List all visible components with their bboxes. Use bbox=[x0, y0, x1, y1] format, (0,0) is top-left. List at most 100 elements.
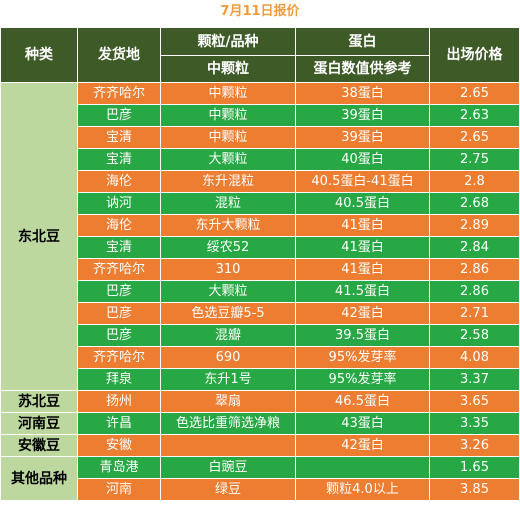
cell-price: 2.75 bbox=[429, 148, 520, 171]
cell-grain: 中颗粒 bbox=[160, 104, 296, 127]
cell-price: 3.65 bbox=[429, 390, 520, 413]
cell-protein: 40.5蛋白 bbox=[295, 192, 430, 215]
cell-protein: 40蛋白 bbox=[295, 148, 430, 171]
cell-grain: 色选比重筛选净粮 bbox=[160, 412, 296, 435]
table-row: 宝清 中颗粒 39蛋白 2.65 bbox=[1, 126, 520, 149]
cell-origin: 宝清 bbox=[77, 126, 161, 149]
cell-price: 2.86 bbox=[429, 258, 520, 281]
cell-origin: 巴彦 bbox=[77, 280, 161, 303]
cell-grain: 东升大颗粒 bbox=[160, 214, 296, 237]
category-dongbei: 东北豆 bbox=[0, 82, 78, 391]
cell-protein: 42蛋白 bbox=[295, 434, 430, 457]
cell-grain: 中颗粒 bbox=[160, 126, 296, 149]
table-row: 宝清 绥农52 41蛋白 2.84 bbox=[1, 236, 520, 259]
category-other: 其他品种 bbox=[0, 456, 78, 501]
cell-protein: 42蛋白 bbox=[295, 302, 430, 325]
cell-price: 2.63 bbox=[429, 104, 520, 127]
table-row: 安徽豆 安徽 42蛋白 3.26 bbox=[0, 434, 520, 457]
table-row: 巴彦 大颗粒 41.5蛋白 2.86 bbox=[1, 280, 520, 303]
category-henan: 河南豆 bbox=[0, 412, 78, 435]
cell-price: 1.65 bbox=[429, 456, 520, 479]
header-origin: 发货地 bbox=[77, 27, 161, 83]
table-row: 巴彦 混瓣 39.5蛋白 2.58 bbox=[1, 324, 520, 347]
table-row: 河南 绿豆 颗粒4.0以上 3.85 bbox=[1, 478, 520, 501]
cell-origin: 宝清 bbox=[77, 236, 161, 259]
cell-protein: 39.5蛋白 bbox=[295, 324, 430, 347]
cell-price: 2.71 bbox=[429, 302, 520, 325]
cell-protein: 43蛋白 bbox=[295, 412, 430, 435]
table-row: 宝清 大颗粒 40蛋白 2.75 bbox=[1, 148, 520, 171]
cell-price: 2.65 bbox=[429, 82, 520, 105]
cell-price: 3.37 bbox=[429, 368, 520, 391]
cell-protein: 38蛋白 bbox=[295, 82, 430, 105]
cell-origin: 讷河 bbox=[77, 192, 161, 215]
cell-grain: 色选豆瓣5-5 bbox=[160, 302, 296, 325]
cell-origin: 齐齐哈尔 bbox=[77, 346, 161, 369]
table-row: 讷河 混粒 40.5蛋白 2.68 bbox=[1, 192, 520, 215]
table-row: 拜泉 东升1号 95%发芽率 3.37 bbox=[1, 368, 520, 391]
cell-price: 2.89 bbox=[429, 214, 520, 237]
cell-origin: 巴彦 bbox=[77, 104, 161, 127]
cell-grain: 中颗粒 bbox=[160, 82, 296, 105]
cell-origin: 河南 bbox=[77, 478, 161, 501]
cell-grain: 绿豆 bbox=[160, 478, 296, 501]
cell-origin: 宝清 bbox=[77, 148, 161, 171]
cell-origin: 青岛港 bbox=[77, 456, 161, 479]
cell-protein bbox=[295, 456, 430, 479]
cell-origin: 巴彦 bbox=[77, 302, 161, 325]
cell-protein: 95%发芽率 bbox=[295, 368, 430, 391]
cell-grain: 690 bbox=[160, 346, 296, 369]
header-protein-sub: 蛋白数值供参考 bbox=[295, 55, 430, 83]
cell-price: 3.35 bbox=[429, 412, 520, 435]
table-row: 海伦 东升混粒 40.5蛋白-41蛋白 2.8 bbox=[1, 170, 520, 193]
cell-grain: 310 bbox=[160, 258, 296, 281]
category-anhui: 安徽豆 bbox=[0, 434, 78, 457]
price-table: 种类 发货地 颗粒/品种 蛋白 出场价格 中颗粒 蛋白数值供参考 东北豆 齐齐哈… bbox=[0, 27, 520, 501]
cell-grain: 大颗粒 bbox=[160, 280, 296, 303]
header-row-sub: 中颗粒 蛋白数值供参考 bbox=[1, 55, 520, 83]
header-grain-sub: 中颗粒 bbox=[160, 55, 296, 83]
table-row: 东北豆 齐齐哈尔 中颗粒 38蛋白 2.65 bbox=[0, 82, 520, 391]
cell-price: 2.58 bbox=[429, 324, 520, 347]
table-row: 巴彦 中颗粒 39蛋白 2.63 bbox=[1, 104, 520, 127]
header-protein: 蛋白 bbox=[295, 27, 430, 56]
cell-origin: 许昌 bbox=[77, 412, 161, 435]
table-row: 苏北豆 扬州 翠扇 46.5蛋白 3.65 bbox=[0, 390, 520, 413]
table-row: 巴彦 色选豆瓣5-5 42蛋白 2.71 bbox=[1, 302, 520, 325]
cell-protein: 颗粒4.0以上 bbox=[295, 478, 430, 501]
cell-origin: 安徽 bbox=[77, 434, 161, 457]
cell-origin: 齐齐哈尔 bbox=[77, 258, 161, 281]
cell-protein: 41蛋白 bbox=[295, 258, 430, 281]
cell-grain: 东升混粒 bbox=[160, 170, 296, 193]
cell-origin: 海伦 bbox=[77, 170, 161, 193]
header-category: 种类 bbox=[0, 27, 78, 83]
cell-grain: 白豌豆 bbox=[160, 456, 296, 479]
cell-protein: 95%发芽率 bbox=[295, 346, 430, 369]
cell-protein: 46.5蛋白 bbox=[295, 390, 430, 413]
cell-origin: 海伦 bbox=[77, 214, 161, 237]
table-row: 海伦 东升大颗粒 41蛋白 2.89 bbox=[1, 214, 520, 237]
cell-grain: 绥农52 bbox=[160, 236, 296, 259]
cell-grain: 翠扇 bbox=[160, 390, 296, 413]
cell-price: 2.68 bbox=[429, 192, 520, 215]
cell-protein: 41蛋白 bbox=[295, 236, 430, 259]
header-grain: 颗粒/品种 bbox=[160, 27, 296, 56]
header-price: 出场价格 bbox=[429, 27, 520, 83]
table-row: 齐齐哈尔 690 95%发芽率 4.08 bbox=[1, 346, 520, 369]
cell-protein: 41蛋白 bbox=[295, 214, 430, 237]
cell-grain: 东升1号 bbox=[160, 368, 296, 391]
table-row: 其他品种 青岛港 白豌豆 1.65 bbox=[0, 456, 520, 501]
cell-price: 3.85 bbox=[429, 478, 520, 501]
cell-price: 4.08 bbox=[429, 346, 520, 369]
cell-grain: 混瓣 bbox=[160, 324, 296, 347]
cell-price: 2.84 bbox=[429, 236, 520, 259]
category-subei: 苏北豆 bbox=[0, 390, 78, 413]
cell-price: 2.86 bbox=[429, 280, 520, 303]
cell-origin: 巴彦 bbox=[77, 324, 161, 347]
cell-price: 2.65 bbox=[429, 126, 520, 149]
cell-grain: 大颗粒 bbox=[160, 148, 296, 171]
table-row: 河南豆 许昌 色选比重筛选净粮 43蛋白 3.35 bbox=[0, 412, 520, 435]
page-title: 7月11日报价 bbox=[220, 4, 300, 19]
table-row: 齐齐哈尔 310 41蛋白 2.86 bbox=[1, 258, 520, 281]
cell-origin: 齐齐哈尔 bbox=[77, 82, 161, 105]
